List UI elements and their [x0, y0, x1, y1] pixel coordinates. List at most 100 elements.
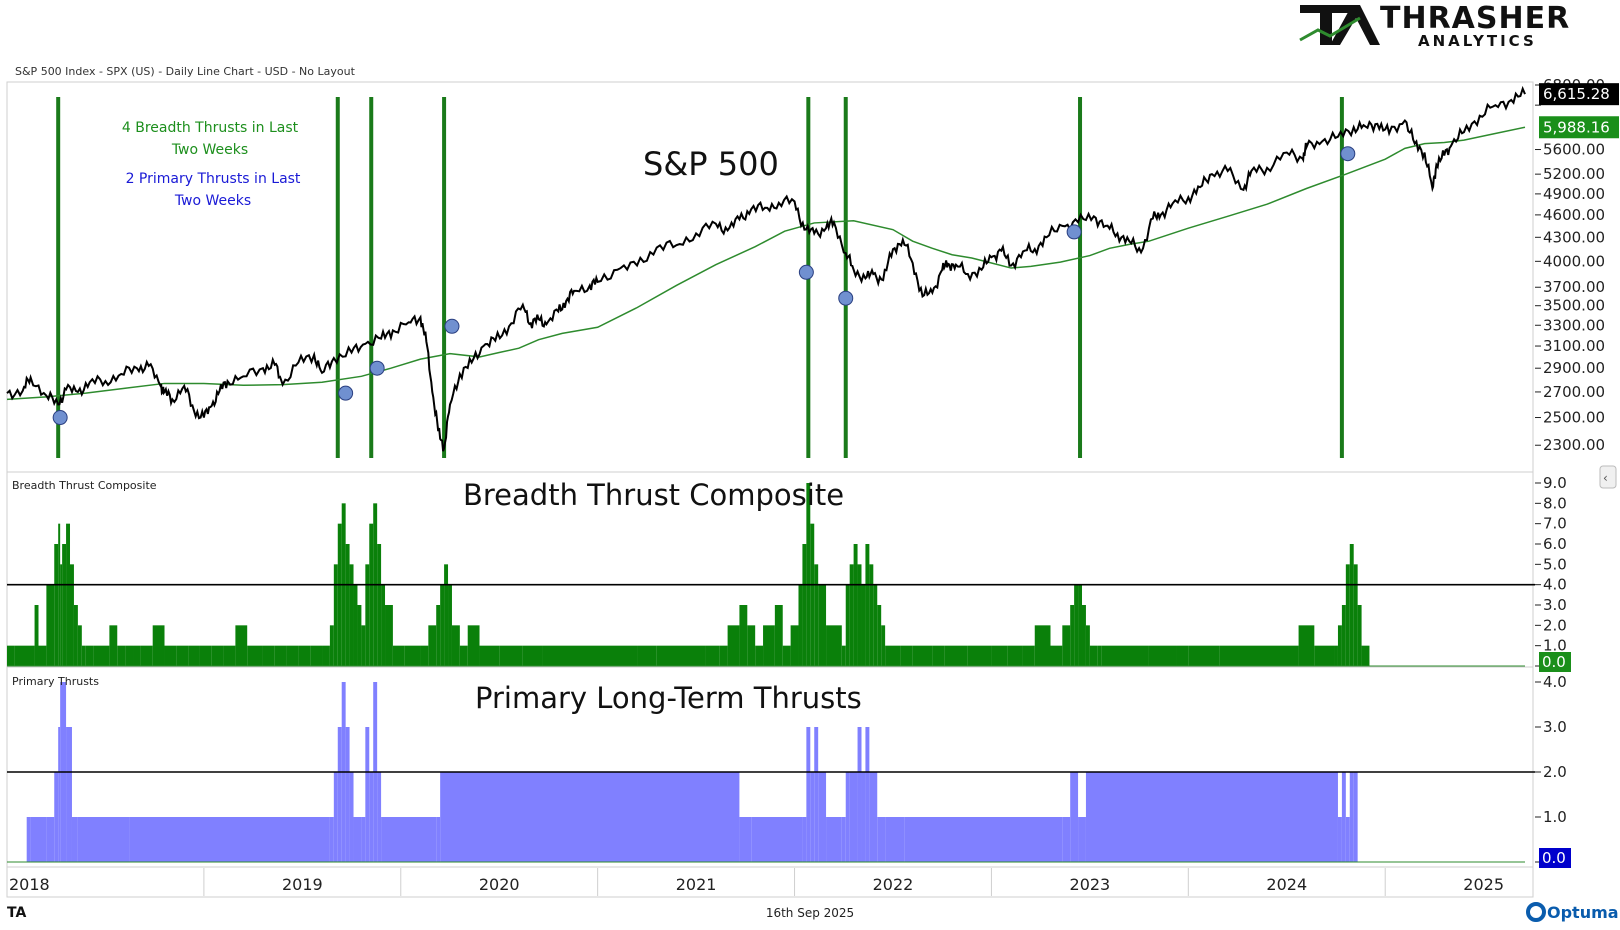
bar-tick-label: 7.0	[1543, 515, 1567, 533]
bar	[739, 817, 752, 862]
bar	[365, 564, 370, 666]
bar	[125, 645, 134, 666]
price-tick-label: 4900.00	[1543, 185, 1605, 203]
bar	[802, 544, 807, 666]
bar-tick-label: 1.0	[1543, 808, 1567, 826]
year-label: 2021	[676, 875, 717, 894]
bar	[223, 645, 236, 666]
bar-tick-label: 4.0	[1543, 576, 1567, 594]
bar	[274, 645, 287, 666]
bar	[869, 772, 878, 862]
price-chart-title: S&P 500	[643, 145, 779, 183]
last-ma-label: 5,988.16	[1543, 118, 1610, 136]
bar	[1345, 564, 1350, 666]
bar	[1007, 645, 1023, 666]
bar	[1078, 584, 1083, 666]
price-tick-label: 5200.00	[1543, 165, 1605, 183]
bar	[1334, 645, 1338, 666]
bar	[826, 625, 842, 666]
bar	[459, 645, 468, 666]
bar	[790, 625, 799, 666]
bar	[62, 544, 67, 666]
bar-tick-label: 2.0	[1543, 616, 1567, 634]
bar	[892, 645, 901, 666]
primary-bars	[7, 682, 1535, 863]
bar	[727, 625, 740, 666]
bar	[101, 645, 110, 666]
bar	[440, 584, 445, 666]
bar	[451, 625, 460, 666]
bar	[1345, 817, 1350, 862]
bar	[349, 772, 354, 862]
bar	[310, 645, 323, 666]
bar	[755, 645, 764, 666]
bar	[235, 625, 248, 666]
bar	[1070, 605, 1075, 666]
bar	[991, 645, 1008, 666]
date-axis: 2018 2019 2020 2021 2022 2023 2024 2025	[9, 868, 1504, 896]
bar	[322, 645, 330, 666]
bar-tick-label: 4.0	[1543, 673, 1567, 691]
bar	[1176, 645, 1189, 666]
bar	[7, 645, 15, 666]
bar	[467, 625, 480, 666]
bar	[26, 817, 31, 862]
bar	[1022, 645, 1035, 666]
bar	[58, 523, 61, 666]
bar	[719, 645, 728, 666]
bar	[1070, 772, 1079, 862]
bar	[369, 523, 374, 666]
collapse-panel-button[interactable]	[1599, 465, 1617, 489]
bar	[436, 605, 441, 666]
bar	[1361, 645, 1370, 666]
bar	[853, 544, 858, 666]
bar	[164, 645, 177, 666]
last-value-label: 0.0	[1542, 653, 1566, 671]
bar	[782, 645, 791, 666]
chevron-left-icon: ‹	[1603, 471, 1608, 485]
bar	[133, 645, 141, 666]
bar	[810, 523, 815, 666]
bar	[70, 564, 74, 666]
thrust-markers	[52, 146, 1356, 426]
bar-tick-label: 8.0	[1543, 494, 1567, 512]
thrust-marker	[444, 318, 460, 334]
bar	[77, 817, 130, 862]
bar	[818, 584, 827, 666]
bar	[58, 727, 61, 862]
bar	[542, 645, 638, 666]
thrust-marker	[838, 290, 854, 306]
bar	[1341, 772, 1346, 862]
bar	[873, 584, 878, 666]
bar	[944, 645, 968, 666]
breadth-bars	[7, 483, 1535, 667]
price-axis: 2300.00 2500.00 2700.00 2900.00 3100.00 3300.…	[1535, 76, 1619, 454]
bar	[861, 584, 866, 666]
bar	[1074, 584, 1079, 666]
bar	[814, 564, 819, 666]
primary-note-line2: Two Weeks	[174, 193, 251, 209]
bar	[877, 605, 882, 666]
bar	[1298, 625, 1315, 666]
bar	[381, 584, 386, 666]
bar	[71, 817, 78, 862]
price-line	[6, 85, 1526, 452]
year-label: 2025	[1463, 875, 1504, 894]
bar	[967, 645, 992, 666]
bar	[885, 817, 893, 862]
bar	[66, 523, 71, 666]
last-value-badge	[1539, 652, 1571, 672]
bar	[841, 645, 846, 666]
year-label: 2023	[1070, 875, 1111, 894]
bar-tick-label: 3.0	[1543, 718, 1567, 736]
bar	[298, 645, 311, 666]
price-tick-label: 2500.00	[1543, 409, 1605, 427]
bar	[522, 645, 543, 666]
bar	[849, 564, 854, 666]
bar	[798, 584, 803, 666]
bar	[656, 645, 706, 666]
bar	[932, 645, 945, 666]
price-tick-label: 4600.00	[1543, 206, 1605, 224]
primary-pane-label: Primary Thrusts	[12, 675, 99, 688]
